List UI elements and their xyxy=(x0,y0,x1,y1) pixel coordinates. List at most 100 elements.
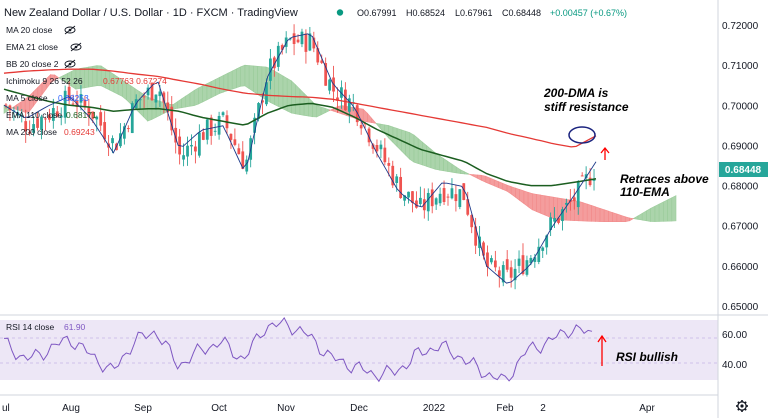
candle-body xyxy=(344,89,347,111)
candle-body xyxy=(166,102,170,113)
candle-body xyxy=(434,198,438,205)
candle-body xyxy=(233,139,237,145)
cloud-segment xyxy=(198,85,203,105)
candle-body xyxy=(122,126,126,139)
cloud-segment xyxy=(527,191,533,211)
candle-body xyxy=(71,103,75,105)
cloud-segment xyxy=(417,137,423,166)
time-tick: Sep xyxy=(134,403,152,414)
candle-body xyxy=(517,258,521,266)
candle-body xyxy=(497,270,501,277)
ohlc-close: C0.68448 xyxy=(502,8,541,18)
candle-body xyxy=(79,94,83,103)
candle-body xyxy=(28,131,32,134)
price-axis[interactable]: 0.72000 0.71000 0.70000 0.69000 0.68000 0.670… xyxy=(722,21,759,313)
legend-item[interactable]: MA 20 close xyxy=(6,25,76,35)
cloud-segment xyxy=(658,201,664,222)
price-tick: 0.68000 xyxy=(722,182,759,193)
legend-item[interactable]: EMA 110 close 0.68171 xyxy=(6,110,97,120)
cloud-segment xyxy=(650,205,656,222)
market-status-icon xyxy=(336,9,344,16)
candle-body xyxy=(83,99,87,106)
candle-body xyxy=(422,199,426,211)
candle-body xyxy=(304,33,308,52)
candle-body xyxy=(182,155,185,160)
candle-body xyxy=(87,107,91,118)
candle-body xyxy=(138,99,142,101)
settings-gear-icon[interactable] xyxy=(736,400,748,412)
eye-hidden-icon[interactable] xyxy=(64,25,76,35)
cloud-segment xyxy=(523,190,529,208)
candle-body xyxy=(269,58,272,81)
candle-body xyxy=(391,165,395,186)
cloud-segment xyxy=(595,206,601,222)
price-panel[interactable] xyxy=(0,0,718,312)
candle-body xyxy=(521,255,525,275)
candle-body xyxy=(545,235,549,248)
cloud-segment xyxy=(185,92,191,108)
price-tick: 0.67000 xyxy=(722,222,759,233)
candle-body xyxy=(324,63,328,86)
legend-item-value: 0.68253 xyxy=(58,93,89,103)
time-tick: Oct xyxy=(211,403,227,414)
candle-body xyxy=(312,37,316,49)
legend-item[interactable]: MA 200 close 0.69243 xyxy=(6,127,95,137)
legend-item[interactable]: EMA 21 close xyxy=(6,42,82,52)
candle-body xyxy=(162,92,166,103)
candle-body xyxy=(245,159,249,172)
cloud-segment xyxy=(544,195,550,218)
candle-body xyxy=(194,146,197,152)
time-axis[interactable]: ul Aug Sep Oct Nov Dec 2022 Feb 2 Apr xyxy=(2,403,655,414)
candle-body xyxy=(209,117,213,136)
candle-body xyxy=(308,33,312,51)
candle-body xyxy=(280,45,284,50)
indicator-legend[interactable]: MA 20 close EMA 21 close BB 20 close 2 Ichi… xyxy=(6,25,167,137)
legend-item-label: BB 20 close 2 xyxy=(6,59,59,69)
eye-hidden-icon[interactable] xyxy=(64,59,76,69)
candle-body xyxy=(486,252,489,268)
candle-body xyxy=(426,192,430,212)
last-price-label: 0.68448 xyxy=(725,165,762,176)
candle-body xyxy=(91,111,95,119)
cloud-segment xyxy=(257,65,263,98)
rsi-value: 61.90 xyxy=(64,322,86,332)
cloud-segment xyxy=(291,80,296,115)
legend-item[interactable]: BB 20 close 2 xyxy=(6,59,76,69)
candle-body xyxy=(221,112,225,116)
candle-body xyxy=(572,197,576,202)
time-tick: 2022 xyxy=(423,403,446,414)
candle-body xyxy=(403,195,406,201)
symbol-title[interactable]: New Zealand Dollar / U.S. Dollar · 1D · … xyxy=(4,7,298,19)
candle-body xyxy=(509,267,513,278)
candle-body xyxy=(442,188,446,202)
ohlc-open: O0.67991 xyxy=(357,8,397,18)
candle-body xyxy=(505,259,509,270)
legend-item-label: MA 200 close xyxy=(6,127,57,137)
cloud-segment xyxy=(316,105,322,118)
ma5-line xyxy=(3,33,597,284)
candle-body xyxy=(190,144,193,147)
cloud-segment xyxy=(189,89,195,107)
candle-body xyxy=(8,105,12,111)
candle-body xyxy=(237,148,241,155)
rsi-label[interactable]: RSI 14 close xyxy=(6,322,54,332)
cloud-segment xyxy=(536,194,542,214)
time-tick: Dec xyxy=(350,403,368,414)
legend-item[interactable]: MA 5 close 0.68253 xyxy=(6,93,89,103)
candle-body xyxy=(411,191,414,203)
candle-body xyxy=(336,97,339,101)
candle-body xyxy=(174,127,178,143)
candle-body xyxy=(450,188,454,199)
eye-hidden-icon[interactable] xyxy=(70,42,82,52)
candle-body xyxy=(217,115,221,135)
cloud-segment xyxy=(215,76,220,97)
resistance-highlight-ellipse xyxy=(568,126,596,144)
legend-item[interactable]: Ichimoku 9 26 52 26 0.67763 0.67274 xyxy=(6,76,167,86)
ma200-line xyxy=(3,68,597,148)
candle-body xyxy=(430,189,434,207)
legend-item-value: 0.68171 xyxy=(66,110,97,120)
candle-body xyxy=(474,226,478,246)
rsi-band xyxy=(0,320,718,380)
last-price-badge xyxy=(719,162,768,177)
